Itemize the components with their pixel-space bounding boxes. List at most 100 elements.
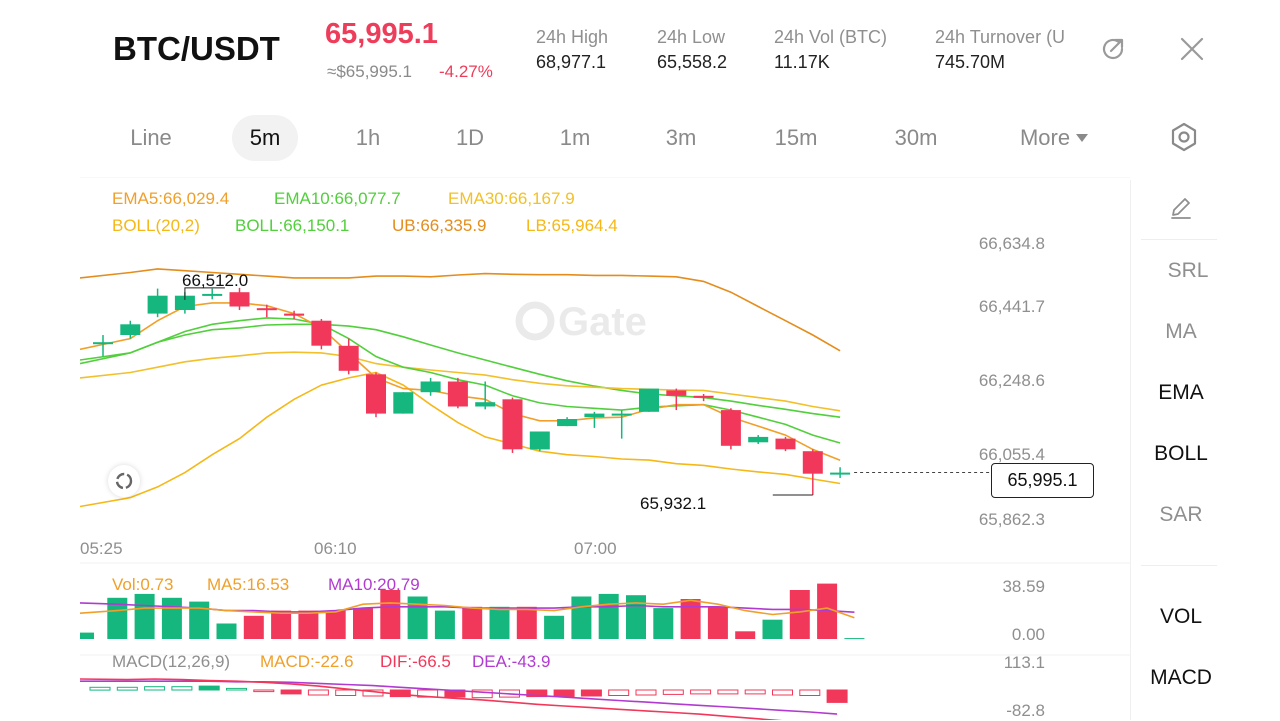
macd-hist-bar	[744, 689, 766, 695]
macd-hist-bar	[471, 689, 493, 699]
tab-3m[interactable]: 3m	[665, 125, 697, 150]
close-button[interactable]	[1177, 34, 1207, 64]
tab-5m[interactable]: 5m	[232, 115, 298, 161]
tab-1m[interactable]: 1m	[559, 125, 591, 150]
indicator-macd[interactable]: MACD	[1150, 666, 1212, 689]
toolbar-divider	[1141, 565, 1217, 566]
chart-settings-button[interactable]	[1168, 121, 1200, 153]
volume-bar	[325, 610, 346, 639]
macd-y-bottom: -82.8	[1006, 701, 1045, 720]
volume-bar	[598, 593, 619, 639]
indicator-boll[interactable]: BOLL	[1154, 442, 1208, 465]
candle-body	[420, 381, 441, 393]
dea-line	[80, 680, 838, 715]
indicator-sar[interactable]: SAR	[1159, 503, 1203, 526]
legend-lb: LB:65,964.4	[526, 216, 618, 235]
legend-boll: BOLL(20,2)	[112, 216, 200, 235]
candle-body	[338, 345, 359, 371]
chart-area[interactable]: Gate EMA5:66,029.4 EMA10:66,077.7 EMA30:…	[80, 177, 1230, 720]
candle-body	[475, 402, 496, 407]
x-label: 07:00	[574, 539, 617, 558]
tab-more[interactable]: More	[1008, 115, 1100, 161]
volume-bar	[789, 590, 810, 639]
candle-body	[666, 390, 687, 396]
candle-body	[748, 436, 769, 443]
macd-hist-bar	[608, 689, 630, 696]
macd-hist-bar	[253, 689, 275, 693]
volume-bar	[844, 638, 865, 640]
pair-title[interactable]: BTC/USDT	[113, 30, 280, 67]
legend-vol: Vol:0.73	[112, 575, 174, 594]
stat-24h-vol-label: 24h Vol (BTC)	[774, 27, 888, 47]
candle-body	[611, 413, 632, 416]
macd-hist-bar	[553, 689, 575, 698]
legend-vol-ma10: MA10:20.79	[328, 575, 420, 594]
usd-equivalent: ≈$65,995.1	[327, 62, 412, 81]
y-label: 66,441.7	[978, 297, 1045, 316]
macd-hist-bar	[690, 689, 712, 695]
legend-vol-ma5: MA5:16.53	[207, 575, 290, 594]
tab-line[interactable]: Line	[130, 125, 172, 150]
scroll-to-latest-button[interactable]	[108, 465, 140, 497]
volume-bar	[298, 610, 319, 639]
draw-tool-button[interactable]	[1131, 194, 1231, 224]
candle-body	[174, 295, 195, 310]
candle-body	[720, 410, 741, 446]
macd-hist-bar	[635, 689, 657, 696]
candle-body	[557, 419, 578, 427]
volume-bar	[107, 597, 128, 639]
volume-bar	[80, 632, 94, 639]
macd-hist-bar	[826, 689, 848, 703]
candle-body	[529, 431, 550, 450]
stat-24h-low-value: 65,558.2	[657, 52, 728, 72]
legend-boll-mid: BOLL:66,150.1	[235, 216, 350, 235]
legend-dif: DIF:-66.5	[380, 652, 451, 671]
legend-macd-params: MACD(12,26,9)	[112, 652, 231, 671]
candle-body	[830, 472, 851, 475]
tab-more-label: More	[1019, 125, 1071, 150]
volume-bar	[271, 610, 292, 639]
candle-body	[93, 342, 113, 345]
volume-bar	[544, 615, 565, 639]
toolbar-divider	[1141, 239, 1217, 240]
share-button[interactable]	[1098, 34, 1128, 64]
tab-1h[interactable]: 1h	[355, 125, 381, 150]
stat-24h-low-label: 24h Low	[657, 27, 726, 47]
legend-ub: UB:66,335.9	[392, 216, 487, 235]
tab-1d[interactable]: 1D	[455, 125, 485, 150]
volume-bar	[134, 593, 155, 639]
volume-bar	[707, 606, 728, 639]
indicator-srl[interactable]: SRL	[1167, 259, 1209, 282]
candle-body	[639, 388, 659, 412]
interval-tabs: Line 5m 1h 1D 1m 3m 15m 30m More	[0, 110, 1280, 166]
y-label: 66,055.4	[978, 445, 1045, 464]
candle-body	[256, 308, 277, 311]
macd-hist-bar	[116, 686, 138, 691]
candle-body	[802, 451, 823, 474]
candle-body	[311, 320, 332, 346]
tab-30m[interactable]: 30m	[894, 125, 938, 150]
indicator-ma[interactable]: MA	[1165, 320, 1197, 343]
indicator-ema[interactable]: EMA	[1158, 381, 1204, 404]
indicator-vol[interactable]: VOL	[1159, 605, 1203, 628]
volume-bar	[762, 619, 783, 639]
vol-y-bottom: 0.00	[1011, 625, 1045, 644]
y-label: 66,634.8	[978, 234, 1045, 253]
current-price-tag: 65,995.1	[991, 463, 1094, 498]
legend-macd: MACD:-22.6	[260, 652, 354, 671]
kline-chart[interactable]: Gate	[80, 177, 1130, 720]
boll-upper-line	[80, 268, 841, 352]
ema10-line	[80, 317, 841, 444]
candle-body	[775, 438, 796, 450]
last-price: 65,995.1	[325, 18, 438, 50]
tab-15m[interactable]: 15m	[774, 125, 818, 150]
macd-hist-bar	[280, 689, 302, 695]
x-label: 06:10	[314, 539, 357, 558]
volume-bar	[434, 610, 455, 639]
legend-ema30: EMA30:66,167.9	[448, 189, 575, 208]
macd-hist-bar	[799, 689, 821, 696]
macd-hist-bar	[198, 685, 220, 691]
candle-body	[229, 292, 250, 307]
y-label: 65,862.3	[978, 510, 1045, 529]
x-label: 05:25	[80, 539, 123, 558]
